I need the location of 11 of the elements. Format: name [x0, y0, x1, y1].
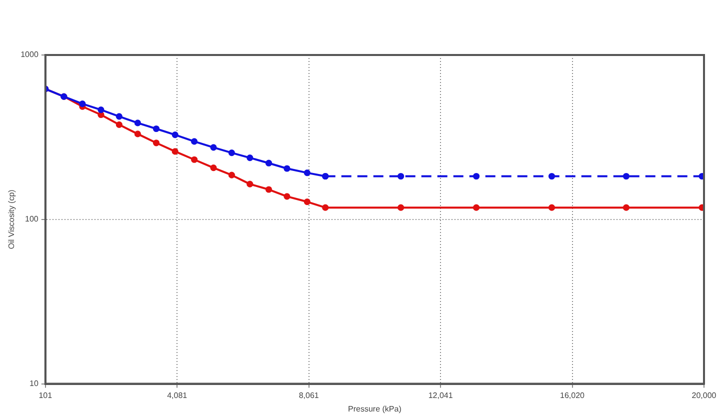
- x-tick-label: 16,020: [560, 390, 586, 400]
- x-axis-title: Pressure (kPa): [348, 404, 402, 414]
- x-tick-label: 8,061: [298, 390, 320, 400]
- x-tick-label: 4,081: [167, 390, 188, 400]
- y-tick-label: 100: [25, 214, 39, 224]
- x-tick-label: 20,000: [692, 390, 717, 400]
- y-tick-label: 1000: [20, 50, 39, 60]
- x-tick-label: 101: [38, 390, 53, 400]
- y-axis-title: Oil Viscosity (cp): [7, 189, 16, 250]
- y-tick-label: 10: [29, 379, 39, 388]
- x-tick-label: 12,041: [428, 390, 454, 400]
